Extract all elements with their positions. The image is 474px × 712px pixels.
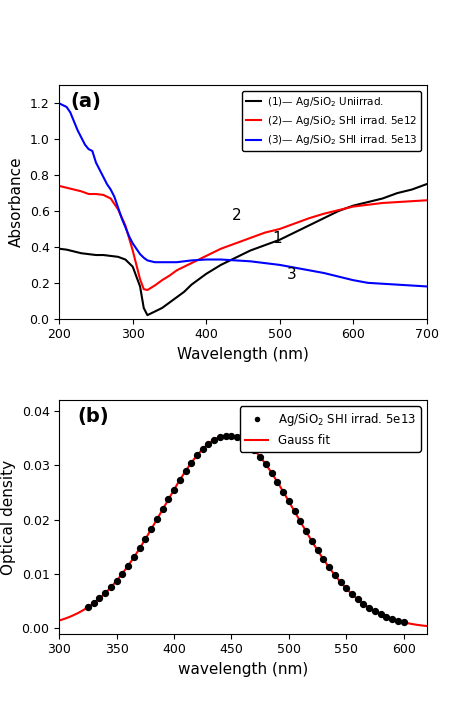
Point [308, 535, 316, 547]
Point [291, 506, 298, 517]
Point [136, 543, 144, 554]
Point [371, 606, 379, 617]
Point [394, 615, 401, 627]
Point [182, 466, 189, 477]
Point [107, 582, 115, 593]
Point [285, 496, 292, 507]
Point [279, 486, 287, 497]
Point [256, 451, 264, 463]
Point [124, 560, 132, 572]
Text: (a): (a) [70, 93, 101, 112]
Point [319, 553, 327, 565]
Point [130, 552, 137, 563]
Point [159, 503, 166, 515]
Point [377, 609, 384, 620]
Point [84, 602, 92, 613]
Point [302, 525, 310, 537]
Point [268, 467, 275, 478]
Point [118, 567, 126, 579]
Legend: Ag/SiO$_2$ SHI irrad. 5e13, Gauss fit: Ag/SiO$_2$ SHI irrad. 5e13, Gauss fit [240, 407, 421, 451]
Point [147, 524, 155, 535]
Point [348, 589, 356, 600]
Point [325, 562, 333, 573]
Point [205, 438, 212, 449]
Point [188, 457, 195, 468]
Point [262, 459, 270, 470]
Point [222, 430, 229, 441]
Point [90, 597, 98, 609]
Point [216, 431, 224, 443]
Point [342, 582, 350, 594]
Point [331, 570, 338, 581]
Point [101, 587, 109, 599]
Y-axis label: Absorbance: Absorbance [9, 157, 24, 247]
X-axis label: Wavelength (nm): Wavelength (nm) [177, 347, 309, 362]
Point [193, 450, 201, 461]
Point [142, 533, 149, 545]
Legend: (1)— Ag/SiO$_2$ Uniirrad., (2)— Ag/SiO$_2$ SHI irrad. 5e12, (3)— Ag/SiO$_2$ SHI : (1)— Ag/SiO$_2$ Uniirrad., (2)— Ag/SiO$_… [242, 90, 421, 152]
Point [164, 493, 172, 505]
Text: (b): (b) [78, 407, 109, 426]
Point [337, 576, 344, 587]
X-axis label: wavelength (nm): wavelength (nm) [178, 662, 308, 677]
Point [176, 474, 183, 486]
Point [210, 434, 218, 446]
Point [388, 613, 396, 624]
Point [233, 431, 241, 443]
Point [170, 484, 178, 496]
Text: 3: 3 [287, 267, 297, 282]
Y-axis label: Optical density: Optical density [1, 459, 16, 575]
Point [383, 611, 390, 622]
Point [245, 439, 253, 451]
Point [199, 444, 207, 455]
Text: 1: 1 [272, 231, 282, 246]
Point [96, 592, 103, 604]
Point [365, 602, 373, 614]
Point [251, 444, 258, 456]
Point [228, 430, 235, 441]
Point [354, 594, 362, 605]
Point [360, 598, 367, 609]
Point [239, 435, 247, 446]
Point [273, 476, 281, 488]
Point [297, 515, 304, 527]
Point [113, 575, 120, 587]
Point [153, 514, 161, 525]
Point [314, 545, 321, 556]
Point [400, 617, 408, 628]
Text: 2: 2 [232, 208, 242, 223]
